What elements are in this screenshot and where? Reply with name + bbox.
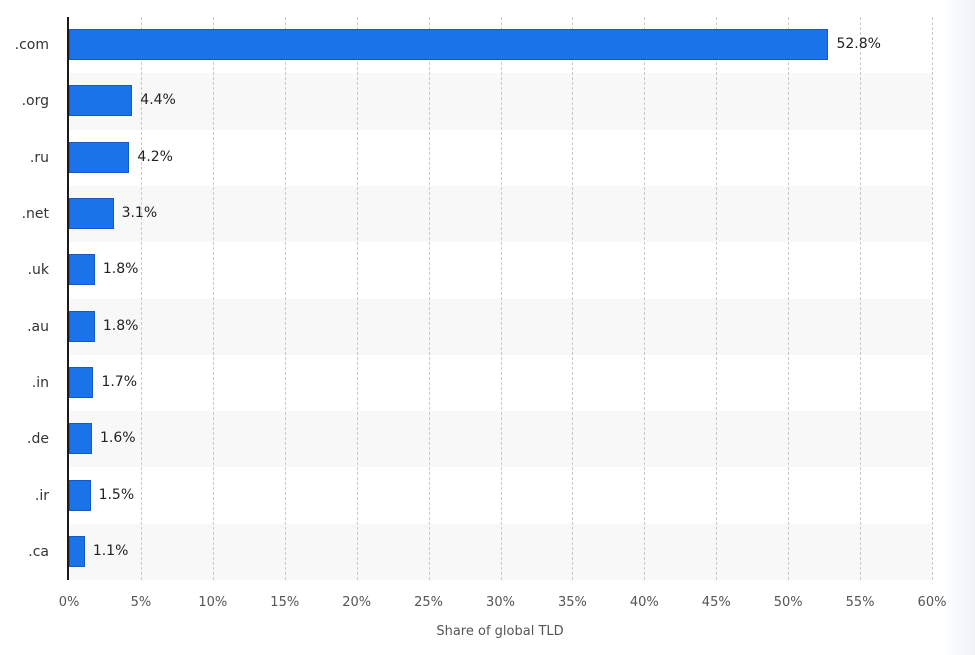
plot-area: 52.8% 4.4% 4.2% 3.1% 1.8% 1.8% 1.7% 1.6% 1.5% 1.1… — [69, 17, 933, 580]
gridline — [932, 17, 933, 580]
gridline — [212, 17, 214, 580]
bar[interactable] — [69, 366, 94, 398]
bar[interactable] — [69, 479, 91, 511]
x-tick-label: 60% — [917, 595, 947, 610]
data-label: 1.8% — [102, 317, 139, 334]
x-tick-label: 25% — [414, 595, 444, 610]
bar[interactable] — [69, 141, 130, 173]
x-tick-label: 45% — [701, 595, 731, 610]
data-label: 4.2% — [137, 148, 173, 165]
data-label: 1.6% — [100, 430, 136, 447]
category-label: .ru — [29, 149, 49, 166]
gridline — [644, 17, 646, 580]
data-label: 3.1% — [121, 205, 158, 222]
x-tick-label: 35% — [557, 595, 587, 610]
x-tick-label: 15% — [270, 595, 300, 610]
right-edge-fade — [943, 0, 975, 655]
bar[interactable] — [69, 198, 114, 230]
category-label: .in — [31, 374, 49, 391]
bar[interactable] — [69, 310, 95, 342]
category-label: .au — [27, 318, 49, 335]
bar[interactable] — [69, 85, 133, 117]
gridline — [428, 17, 430, 580]
category-label: .org — [21, 93, 49, 110]
x-tick-label: 50% — [773, 595, 803, 610]
x-tick-label: 30% — [486, 595, 515, 610]
x-tick-label: 10% — [198, 595, 228, 610]
gridline — [140, 17, 142, 580]
gridline — [716, 17, 718, 580]
x-tick-label: 20% — [342, 595, 372, 610]
gridline — [860, 17, 862, 580]
x-tick-label: 55% — [845, 595, 875, 610]
data-label: 4.4% — [140, 92, 176, 109]
category-label: .ir — [34, 487, 49, 504]
gridline — [356, 17, 358, 580]
bar[interactable] — [69, 535, 85, 567]
category-label: .net — [21, 206, 49, 223]
x-tick-label: 40% — [629, 595, 659, 610]
x-tick-label: 5% — [130, 595, 152, 610]
data-label: 1.8% — [102, 261, 139, 278]
gridline — [284, 17, 286, 580]
gridline — [572, 17, 574, 580]
data-label: 1.5% — [98, 486, 135, 503]
category-label: .com — [14, 37, 49, 54]
bar[interactable] — [69, 254, 95, 286]
x-axis-title: Share of global TLD — [436, 624, 564, 639]
gridline — [500, 17, 502, 580]
category-label: .de — [27, 431, 49, 448]
y-axis-line — [67, 17, 69, 580]
data-label: 1.1% — [92, 542, 129, 559]
bar[interactable] — [69, 423, 92, 455]
bar[interactable] — [69, 29, 829, 61]
data-label: 1.7% — [101, 373, 138, 390]
gridline — [788, 17, 790, 580]
category-label: .ca — [28, 543, 49, 560]
x-tick-label: 0% — [58, 595, 80, 610]
category-label: .uk — [27, 262, 49, 279]
data-label: 52.8% — [836, 36, 881, 53]
